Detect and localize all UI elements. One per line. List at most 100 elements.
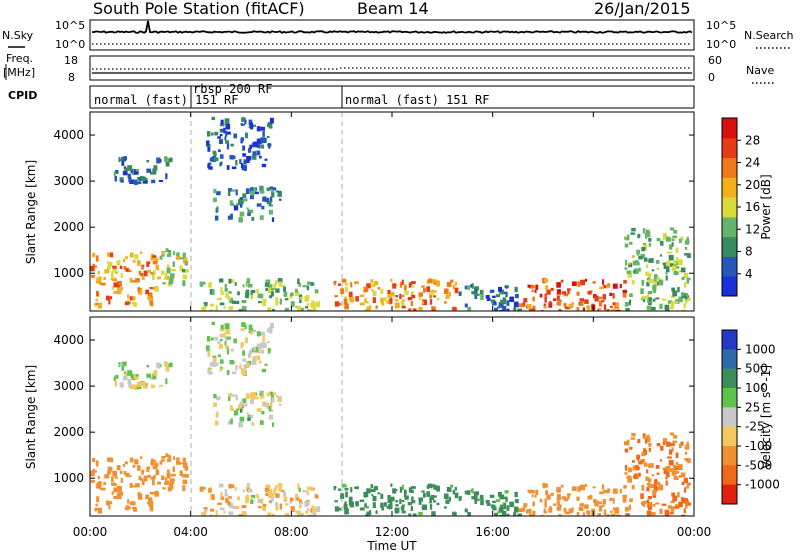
power-echo-cell (558, 309, 562, 311)
velocity-echo-cell (582, 512, 585, 516)
velocity-echo-cell (489, 494, 495, 498)
velocity-echo-cell (246, 412, 249, 415)
power-echo-cell (306, 303, 310, 307)
velocity-echo-cell (115, 375, 119, 379)
velocity-echo-cell (182, 485, 186, 492)
velocity-echo-cell (399, 486, 402, 493)
power-echo-cell (464, 285, 469, 290)
velocity-echo-cell (662, 441, 666, 445)
velocity-echo-cell (132, 465, 136, 468)
velocity-echo-cell (421, 490, 425, 493)
velocity-echo-cell (640, 458, 645, 464)
power-echo-cell (602, 279, 605, 285)
power-echo-cell (245, 289, 250, 296)
power-echo-cell (206, 141, 210, 146)
velocity-echo-cell (672, 495, 678, 502)
power-echo-cell (121, 156, 127, 162)
velocity-echo-cell (134, 384, 138, 390)
power-echo-cell (165, 275, 170, 280)
power-echo-cell (225, 124, 231, 130)
velocity-echo-cell (299, 501, 304, 505)
velocity-echo-cell (503, 503, 507, 510)
velocity-echo-cell (653, 486, 658, 492)
velocity-echo-cell (546, 494, 551, 500)
velocity-echo-cell (129, 457, 134, 463)
power-echo-cell (603, 304, 607, 311)
power-echo-cell (134, 169, 139, 175)
velocity-echo-cell (146, 373, 152, 378)
time-tick-label: 00:00 (73, 525, 108, 539)
velocity-echo-cell (421, 505, 424, 510)
velocity-echo-cell (253, 346, 259, 352)
velocity-echo-cell (95, 460, 99, 467)
velocity-echo-cell (112, 471, 118, 477)
velocity-echo-cell (201, 512, 206, 516)
velocity-echo-cell (355, 501, 359, 507)
power-echo-cell (233, 133, 237, 139)
power-echo-cell (267, 287, 272, 293)
power-echo-cell (104, 269, 110, 274)
velocity-echo-cell (531, 490, 536, 494)
velocity-echo-cell (240, 368, 244, 374)
power-echo-cell (153, 165, 158, 171)
velocity-echo-cell (127, 499, 130, 504)
velocity-echo-cell (670, 506, 675, 512)
power-echo-cell (170, 273, 175, 279)
nave-tick-high: 60 (708, 54, 722, 67)
velocity-echo-cell (138, 382, 144, 386)
velocity-echo-cell (412, 513, 417, 516)
power-echo-cell (629, 241, 633, 245)
power-echo-cell (176, 253, 180, 259)
power-echo-cell (240, 163, 244, 169)
velocity-ylabel: Slant Range [km] (24, 365, 38, 469)
power-echo-cell (299, 296, 304, 300)
velocity-echo-cell (230, 418, 233, 424)
noise-sky-series (91, 20, 693, 34)
power-echo-cell (404, 290, 409, 295)
power-echo-cell (434, 290, 437, 293)
power-echo-cell (167, 253, 170, 257)
velocity-echo-cell (226, 348, 230, 355)
velocity-echo-cell (206, 336, 211, 342)
power-echo-cell (670, 295, 675, 299)
power-echo-cell (498, 302, 504, 308)
velocity-echo-cell (149, 376, 154, 380)
power-echo-cell (269, 196, 273, 203)
power-echo-cell (166, 267, 171, 274)
power-echo-cell (628, 262, 631, 265)
power-echo-cell (684, 295, 689, 301)
velocity-echo-cell (183, 462, 188, 469)
power-echo-cell (647, 291, 653, 295)
velocity-echo-cell (452, 512, 457, 516)
power-echo-cell (450, 279, 454, 283)
velocity-echo-cell (257, 349, 261, 354)
power-echo-cell (280, 284, 285, 288)
velocity-echo-cell (217, 354, 221, 358)
velocity-echo-cell (164, 361, 168, 367)
power-echo-cell (162, 282, 166, 285)
velocity-echo-cell (207, 368, 211, 374)
freq-tick-high: 18 (64, 54, 78, 67)
power-echo-cell (647, 273, 652, 277)
velocity-echo-cell (603, 509, 607, 516)
power-echo-cell (672, 290, 678, 297)
velocity-colorbar-label: Velocity [m s^-1] (759, 365, 773, 469)
velocity-echo-cell (423, 492, 426, 498)
power-echo-cell (637, 233, 641, 239)
power-colorbar-tick-label: 4 (745, 267, 753, 281)
power-echo-cell (228, 291, 232, 294)
power-echo-cell (642, 228, 646, 234)
power-echo-cell (169, 157, 173, 163)
noise-search-label: N.Search (744, 29, 794, 42)
power-echo-cell (219, 162, 222, 167)
power-echo-cell (213, 188, 217, 194)
velocity-echo-cell (655, 502, 660, 505)
power-echo-cell (265, 287, 269, 291)
velocity-echo-cell (141, 471, 144, 475)
power-echo-cell (458, 292, 462, 296)
power-echo-cell (444, 301, 447, 304)
power-echo-cell (686, 277, 689, 284)
velocity-echo-cell (389, 502, 393, 509)
velocity-echo-cell (267, 512, 272, 516)
velocity-echo-cell (366, 488, 371, 494)
